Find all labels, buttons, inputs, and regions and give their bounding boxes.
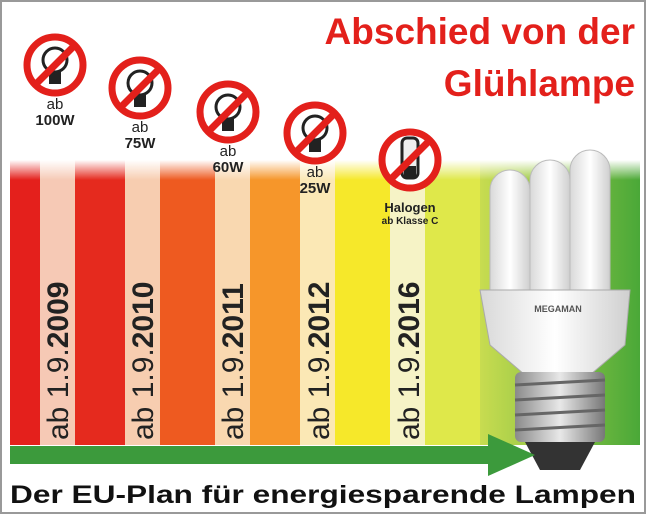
stage-label-top: ab bbox=[220, 143, 237, 160]
date-year: 2011 bbox=[217, 283, 250, 348]
stage-date: ab 1.9.2016 bbox=[393, 282, 426, 441]
stage-label-bottom: 75W bbox=[125, 135, 157, 152]
stage-label-top: ab bbox=[307, 164, 324, 181]
bulb-brand: MEGAMAN bbox=[534, 304, 582, 314]
ban-icon bbox=[287, 105, 343, 161]
infographic: MEGAMAN Abschied von der Glühlampe Der E… bbox=[0, 0, 646, 514]
title-line2: Glühlampe bbox=[444, 63, 635, 104]
title-line1: Abschied von der bbox=[325, 11, 635, 52]
stage-label-top: ab bbox=[132, 119, 149, 136]
date-year: 2012 bbox=[303, 282, 336, 349]
date-prefix: ab 1.9. bbox=[42, 348, 75, 440]
date-year: 2016 bbox=[393, 282, 426, 349]
ban-icon bbox=[27, 37, 83, 93]
date-prefix: ab 1.9. bbox=[127, 348, 160, 440]
date-prefix: ab 1.9. bbox=[303, 348, 336, 440]
ban-icon bbox=[200, 84, 256, 140]
date-year: 2009 bbox=[42, 282, 75, 349]
stage-label-bottom: ab Klasse C bbox=[382, 216, 439, 227]
date-prefix: ab 1.9. bbox=[393, 348, 426, 440]
stage-date: ab 1.9.2011 bbox=[217, 283, 250, 440]
stage-label-bottom: 60W bbox=[213, 159, 245, 176]
ban-icon bbox=[382, 132, 438, 188]
stage-date: ab 1.9.2010 bbox=[127, 282, 160, 441]
stage-label-top: ab bbox=[47, 96, 64, 113]
footer: Der EU-Plan für energiesparende Lampen bbox=[10, 481, 636, 509]
stage-label-bottom: 100W bbox=[35, 112, 75, 129]
stage-date: ab 1.9.2012 bbox=[303, 282, 336, 441]
stage-label-bottom: 25W bbox=[300, 180, 332, 197]
stage-date: ab 1.9.2009 bbox=[42, 282, 75, 441]
ban-icon bbox=[112, 60, 168, 116]
stage-label-top: Halogen bbox=[384, 200, 435, 215]
date-prefix: ab 1.9. bbox=[217, 348, 250, 440]
date-year: 2010 bbox=[127, 282, 160, 349]
